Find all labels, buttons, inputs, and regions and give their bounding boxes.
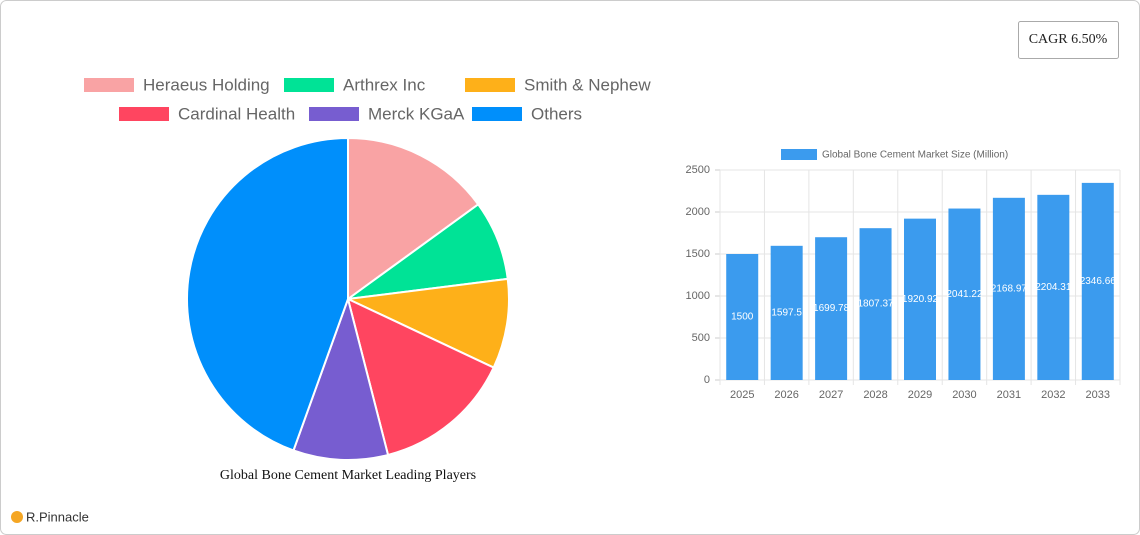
legend-swatch bbox=[472, 107, 522, 121]
value-label: 1807.37 bbox=[857, 299, 894, 310]
pie-slice bbox=[346, 297, 496, 457]
bar bbox=[1081, 182, 1114, 380]
legend-label: Others bbox=[531, 104, 582, 123]
y-tick-label: 2000 bbox=[686, 206, 710, 218]
x-tick-label: 2025 bbox=[730, 389, 754, 401]
legend-swatch bbox=[309, 107, 359, 121]
legend-label: Cardinal Health bbox=[178, 104, 295, 123]
value-label: 1500 bbox=[731, 312, 754, 323]
bar bbox=[992, 197, 1025, 380]
value-label: 2204.31 bbox=[1035, 282, 1072, 293]
x-tick-label: 2032 bbox=[1041, 389, 1065, 401]
cagr-box bbox=[1018, 21, 1119, 59]
value-label: 2041.22 bbox=[946, 289, 983, 300]
bar bbox=[948, 208, 981, 380]
value-label: 2346.66 bbox=[1080, 276, 1117, 287]
pie-slice bbox=[344, 277, 510, 369]
legend-label: Arthrex Inc bbox=[343, 75, 426, 94]
bar bbox=[904, 218, 936, 380]
value-label: 2168.97 bbox=[991, 284, 1028, 295]
x-tick-label: 2029 bbox=[908, 389, 932, 401]
bar bbox=[770, 245, 803, 380]
legend-label: Smith & Nephew bbox=[524, 75, 651, 94]
brand-logo bbox=[11, 511, 23, 523]
value-label: 1597.5 bbox=[771, 308, 802, 319]
x-tick-label: 2027 bbox=[819, 389, 843, 401]
pie-title: Global Bone Cement Market Leading Player… bbox=[220, 468, 476, 483]
y-tick-label: 0 bbox=[704, 374, 710, 386]
x-tick-label: 2028 bbox=[863, 389, 887, 401]
bar bbox=[1037, 194, 1070, 380]
legend-label: Merck KGaA bbox=[368, 104, 465, 123]
legend-label: Global Bone Cement Market Size (Million) bbox=[822, 150, 1008, 161]
x-tick-label: 2031 bbox=[997, 389, 1021, 401]
y-tick-label: 1500 bbox=[686, 248, 710, 260]
value-label: 1920.92 bbox=[902, 294, 939, 305]
legend-swatch bbox=[84, 78, 134, 92]
pie-slice bbox=[292, 295, 390, 461]
legend-swatch bbox=[781, 149, 817, 160]
y-tick-label: 1000 bbox=[686, 290, 710, 302]
legend-swatch bbox=[119, 107, 169, 121]
y-tick-label: 500 bbox=[692, 332, 710, 344]
value-label: 1699.78 bbox=[813, 303, 850, 314]
x-tick-label: 2033 bbox=[1086, 389, 1110, 401]
bar bbox=[859, 228, 892, 380]
bar bbox=[726, 254, 759, 380]
y-tick-label: 2500 bbox=[686, 164, 710, 176]
bar bbox=[815, 237, 848, 380]
pie-slice bbox=[186, 136, 349, 452]
cagr: CAGR 6.50% bbox=[1029, 32, 1108, 47]
legend-swatch bbox=[284, 78, 334, 92]
brand: R.Pinnacle bbox=[26, 509, 89, 524]
pie-slice bbox=[347, 136, 480, 301]
x-tick-label: 2026 bbox=[774, 389, 798, 401]
x-tick-label: 2030 bbox=[952, 389, 976, 401]
legend-swatch bbox=[465, 78, 515, 92]
legend-label: Heraeus Holding bbox=[143, 75, 270, 94]
